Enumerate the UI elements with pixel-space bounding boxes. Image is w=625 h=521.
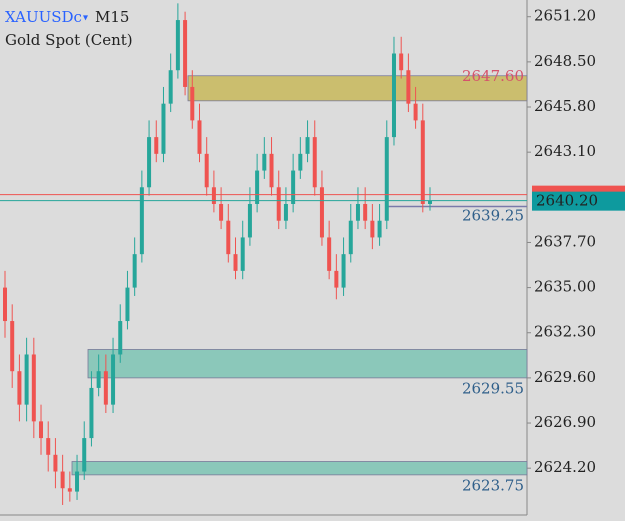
candle-body bbox=[197, 120, 202, 154]
y-tick-label: 2624.20 bbox=[534, 458, 596, 476]
current-price-label: 2640.20 bbox=[536, 192, 598, 210]
candle-body bbox=[111, 354, 116, 405]
candle-body bbox=[183, 20, 188, 87]
candle-body bbox=[305, 137, 310, 154]
candle-body bbox=[283, 203, 288, 221]
y-tick-label: 2648.50 bbox=[534, 52, 596, 70]
candle-body bbox=[10, 321, 15, 372]
y-tick-label: 2629.60 bbox=[534, 368, 596, 386]
candle-body bbox=[204, 153, 209, 188]
candle-body bbox=[190, 86, 195, 121]
candle-body bbox=[53, 454, 58, 472]
candle-body bbox=[211, 187, 216, 204]
candle-body bbox=[312, 137, 317, 188]
candle-body bbox=[341, 254, 346, 288]
candle-body bbox=[370, 220, 375, 238]
candle-body bbox=[319, 187, 324, 238]
candle-body bbox=[355, 203, 360, 221]
candle-body bbox=[89, 387, 94, 439]
candle-body bbox=[298, 153, 303, 171]
candle-body bbox=[420, 120, 425, 204]
zone bbox=[187, 75, 528, 102]
y-tick-label: 2635.00 bbox=[534, 278, 596, 296]
level-line-label: 2639.25 bbox=[462, 207, 524, 225]
y-tick-label: 2626.90 bbox=[534, 413, 596, 431]
candle-body bbox=[406, 70, 411, 104]
candle-body bbox=[60, 471, 65, 489]
candle-body bbox=[291, 170, 296, 204]
candle-body bbox=[377, 220, 382, 238]
candle-body bbox=[327, 237, 332, 271]
symbol[interactable]: XAUUSDc bbox=[5, 8, 82, 26]
candle-body bbox=[255, 170, 260, 204]
candle-body bbox=[391, 53, 396, 138]
zone-level-label: 2629.55 bbox=[462, 380, 524, 398]
candle-body bbox=[75, 471, 80, 492]
candle-body bbox=[96, 371, 101, 388]
candle-body bbox=[384, 137, 389, 221]
candle-body bbox=[348, 220, 353, 255]
candle-body bbox=[82, 438, 87, 472]
ask-label-box bbox=[532, 185, 625, 194]
candle-body bbox=[219, 203, 224, 221]
candle-body bbox=[3, 287, 7, 322]
candle-body bbox=[363, 203, 368, 221]
candle-body bbox=[118, 321, 123, 355]
candle-body bbox=[240, 237, 245, 271]
y-tick-label: 2651.20 bbox=[534, 7, 596, 25]
candle-body bbox=[168, 70, 173, 104]
candle-body bbox=[276, 187, 281, 221]
candle-body bbox=[17, 371, 22, 405]
zone bbox=[87, 349, 528, 379]
candle-body bbox=[161, 103, 166, 154]
y-tick-label: 2632.30 bbox=[534, 323, 596, 341]
candle-body bbox=[334, 270, 339, 288]
candle-body bbox=[175, 20, 180, 71]
candle-body bbox=[67, 488, 72, 492]
candle-body bbox=[147, 137, 152, 188]
y-tick-label: 2643.10 bbox=[534, 142, 596, 160]
description: Gold Spot (Cent) bbox=[5, 31, 133, 49]
candle-body bbox=[39, 421, 44, 439]
y-tick-label: 2645.80 bbox=[534, 97, 596, 115]
candle-body bbox=[24, 354, 29, 405]
timeframe: M15 bbox=[95, 8, 129, 26]
candle-body bbox=[428, 200, 432, 204]
candle-body bbox=[31, 354, 36, 422]
candle-body bbox=[269, 153, 274, 188]
plot-area bbox=[0, 3, 528, 505]
candle-body bbox=[46, 438, 51, 455]
zone-level-label: 2623.75 bbox=[462, 477, 524, 495]
candle-body bbox=[226, 220, 231, 255]
y-tick-label: 2637.70 bbox=[534, 232, 596, 250]
candle-body bbox=[399, 53, 404, 71]
candle-body bbox=[139, 187, 144, 255]
candle-body bbox=[132, 254, 137, 288]
zone-level-label: 2647.60 bbox=[462, 67, 524, 85]
candle-body bbox=[233, 254, 238, 271]
symbol-dropdown[interactable]: ▾ bbox=[83, 13, 88, 24]
candle-body bbox=[262, 153, 267, 171]
candle-body bbox=[103, 371, 108, 405]
current-price-box bbox=[532, 191, 625, 211]
candle-body bbox=[413, 103, 418, 121]
candle-body bbox=[247, 203, 252, 238]
candle-body bbox=[154, 137, 159, 154]
candle-body bbox=[125, 287, 130, 322]
zone bbox=[71, 461, 528, 476]
